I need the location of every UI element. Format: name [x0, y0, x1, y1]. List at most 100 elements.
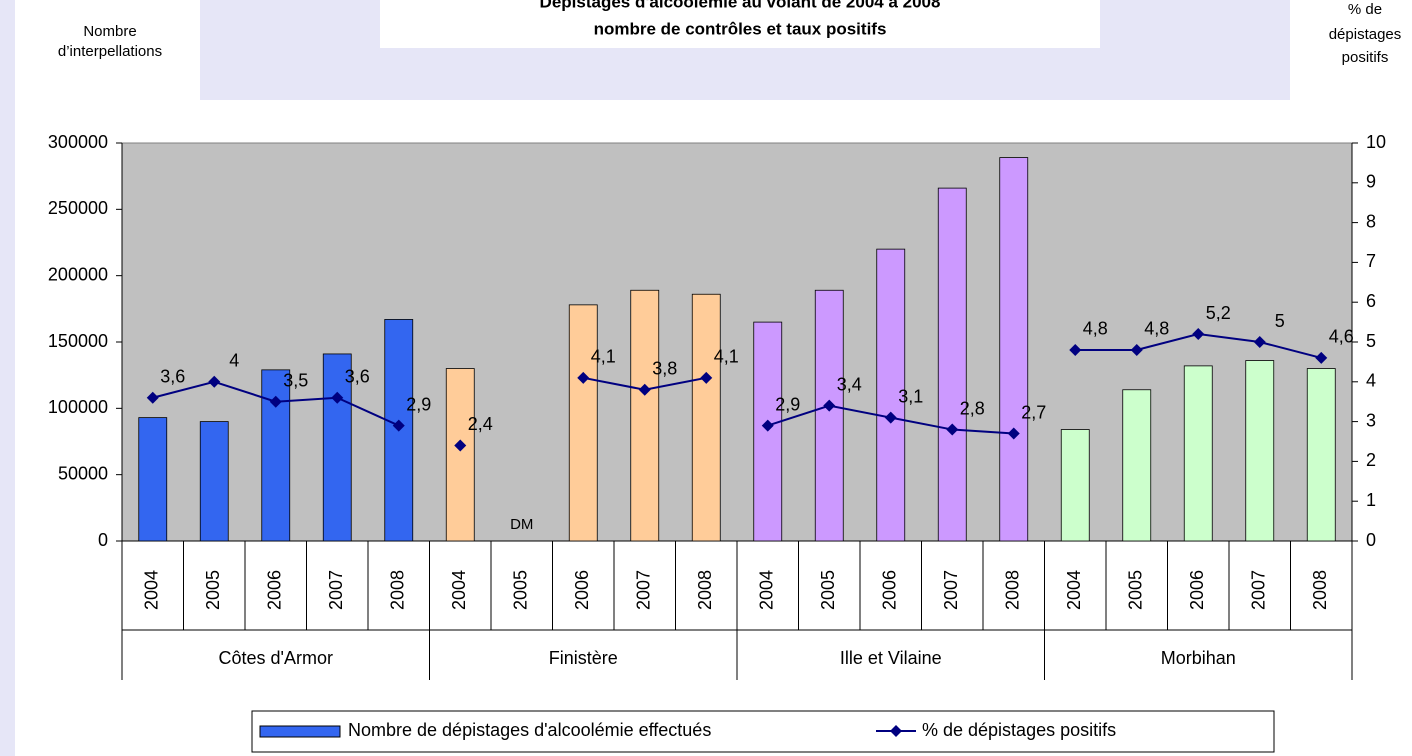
line-marker — [700, 371, 713, 384]
line-marker — [823, 399, 836, 412]
line-marker — [638, 383, 651, 396]
x-tick-label: 2008 — [1310, 570, 1330, 610]
x-tick-label: 2008 — [1003, 570, 1023, 610]
bar — [138, 417, 168, 542]
line-marker — [1069, 343, 1082, 356]
line-label: 3,5 — [283, 370, 308, 390]
x-tick-label: 2008 — [695, 570, 715, 610]
bar — [630, 289, 660, 542]
y2-tick-label: 10 — [1366, 132, 1386, 152]
line-marker — [454, 439, 467, 452]
line-marker — [1007, 427, 1020, 440]
bar — [1245, 360, 1275, 542]
bar — [568, 304, 598, 542]
line-marker — [1130, 343, 1143, 356]
y-tick-label: 0 — [98, 530, 108, 550]
line-marker — [884, 411, 897, 424]
bar — [814, 289, 844, 542]
y-tick-label: 300000 — [48, 132, 108, 152]
line-marker — [577, 371, 590, 384]
y-tick-label: 250000 — [48, 198, 108, 218]
x-tick-label: 2006 — [265, 570, 285, 610]
title-box — [380, 0, 1100, 48]
bar — [1060, 429, 1090, 542]
bar-label: DM — [510, 516, 533, 533]
x-tick-label: 2006 — [1187, 570, 1207, 610]
bar — [1306, 368, 1336, 542]
line-label: 3,8 — [652, 359, 677, 379]
line-label: 4,8 — [1083, 319, 1108, 339]
line-label: 3,1 — [898, 386, 923, 406]
legend-marker — [890, 725, 902, 737]
line-label: 4,8 — [1144, 319, 1169, 339]
line-marker — [146, 391, 159, 404]
x-tick-label: 2005 — [1126, 570, 1146, 610]
line-marker — [331, 391, 344, 404]
x-tick-label: 2004 — [449, 570, 469, 610]
bar — [999, 157, 1029, 542]
line-marker — [208, 375, 221, 388]
group-label: Ille et Vilaine — [840, 648, 942, 668]
legend-swatch — [259, 725, 341, 738]
x-tick-label: 2006 — [880, 570, 900, 610]
line-marker — [1192, 328, 1205, 341]
y2-tick-label: 7 — [1366, 251, 1376, 271]
y-tick-label: 100000 — [48, 397, 108, 417]
x-tick-label: 2005 — [818, 570, 838, 610]
line-marker — [392, 419, 405, 432]
line-marker — [1315, 351, 1328, 364]
bar — [322, 353, 352, 542]
line-label: 5 — [1275, 311, 1285, 331]
line-marker — [1253, 336, 1266, 348]
legend-label: % de dépistages positifs — [922, 720, 1116, 740]
y2-tick-label: 3 — [1366, 410, 1376, 430]
bar — [1183, 365, 1213, 542]
chart-title: Dépistages d'alcoolémie au volant de 200… — [540, 0, 941, 11]
line-marker — [269, 395, 282, 408]
x-tick-label: 2007 — [326, 570, 346, 610]
line-label: 2,4 — [468, 414, 493, 434]
x-tick-label: 2004 — [757, 570, 777, 610]
line-label: 3,4 — [837, 374, 862, 394]
y2-label-box — [1290, 0, 1412, 100]
y2-tick-label: 6 — [1366, 291, 1376, 311]
bar — [445, 368, 475, 542]
y2-axis-label: positifs — [1342, 49, 1389, 66]
y2-tick-label: 9 — [1366, 172, 1376, 192]
group-label: Morbihan — [1161, 648, 1236, 668]
line-label: 4,1 — [591, 347, 616, 367]
x-tick-label: 2004 — [1064, 570, 1084, 610]
chart-subtitle: nombre de contrôles et taux positifs — [594, 19, 887, 38]
x-tick-label: 2008 — [388, 570, 408, 610]
legend-box — [251, 710, 1275, 753]
y2-axis-label: dépistages — [1329, 26, 1402, 43]
line-label: 2,8 — [960, 398, 985, 418]
x-tick-label: 2005 — [203, 570, 223, 610]
line-label: 2,9 — [406, 394, 431, 414]
bar — [937, 187, 967, 542]
x-tick-label: 2007 — [1249, 570, 1269, 610]
y2-tick-label: 8 — [1366, 211, 1376, 231]
line-label: 4,1 — [714, 347, 739, 367]
y2-tick-label: 0 — [1366, 530, 1376, 550]
y2-axis-label: % de — [1348, 1, 1382, 18]
y2-tick-label: 4 — [1366, 371, 1376, 391]
y-label-box — [15, 0, 200, 100]
line-label: 4 — [229, 351, 239, 371]
y2-tick-label: 1 — [1366, 490, 1376, 510]
bar — [199, 421, 229, 542]
line-label: 3,6 — [160, 366, 185, 386]
x-tick-label: 2006 — [572, 570, 592, 610]
x-tick-label: 2005 — [511, 570, 531, 610]
bar — [1122, 389, 1152, 542]
line-label: 5,2 — [1206, 303, 1231, 323]
x-tick-label: 2004 — [142, 570, 162, 610]
legend-label: Nombre de dépistages d'alcoolémie effect… — [348, 720, 711, 740]
y2-tick-label: 5 — [1366, 331, 1376, 351]
line-marker — [946, 423, 959, 436]
group-label: Côtes d'Armor — [219, 648, 333, 668]
bar — [261, 369, 291, 542]
bar — [876, 248, 906, 542]
y-tick-label: 150000 — [48, 331, 108, 351]
group-label: Finistère — [549, 648, 618, 668]
